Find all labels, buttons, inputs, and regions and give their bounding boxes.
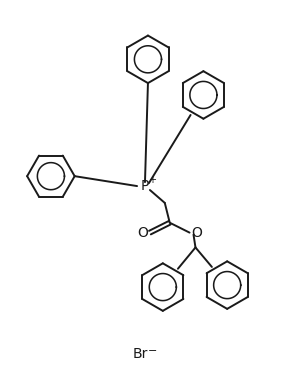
Text: O: O	[191, 225, 202, 240]
Text: −: −	[148, 347, 158, 356]
Text: O: O	[138, 225, 148, 240]
Text: P: P	[141, 179, 149, 193]
Text: Br: Br	[132, 347, 148, 361]
Text: +: +	[148, 175, 156, 185]
